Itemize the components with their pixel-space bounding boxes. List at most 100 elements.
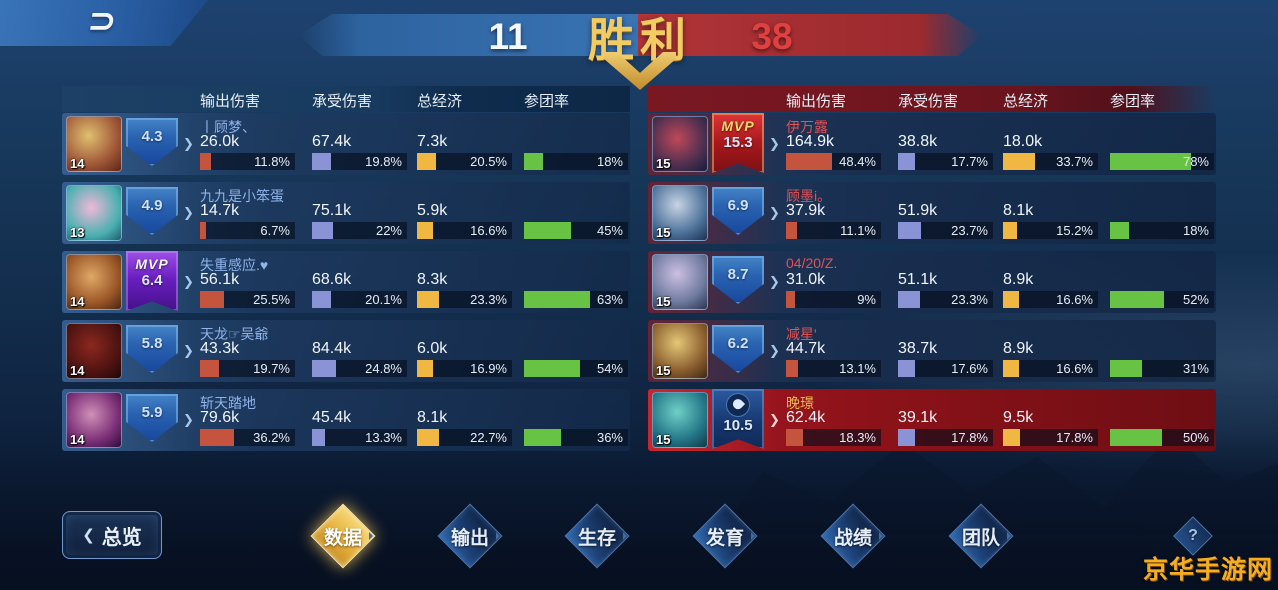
player-name: 斩天踏地 — [200, 395, 256, 411]
participation-percent: 18% — [1182, 223, 1209, 238]
damage-dealt-value: 43.3k — [200, 340, 240, 357]
bar-fill — [312, 291, 332, 308]
total-gold-bar: 20.5% — [417, 153, 512, 170]
bar-fill — [417, 429, 439, 446]
rating-value: 5.8 — [141, 334, 163, 352]
expand-arrow-icon[interactable]: ❯ — [183, 136, 194, 151]
player-level: 15 — [656, 363, 671, 378]
rating-badge: MVP 4.3 — [126, 118, 178, 166]
bar-fill — [1003, 360, 1019, 377]
rating-badge: MVP 5.8 — [126, 325, 178, 373]
tab-team[interactable]: 团队 — [945, 500, 1017, 572]
total-gold-bar: 22.7% — [417, 429, 512, 446]
player-row[interactable]: 14 MVP 5.8 ❯ 天龙☞吴爺 43.3k 19.7% 84.4k 24.… — [62, 320, 630, 382]
total-gold-bar: 17.8% — [1003, 429, 1098, 446]
damage-taken-value: 51.9k — [898, 202, 938, 219]
damage-dealt-bar: 11.8% — [200, 153, 295, 170]
bar-fill — [786, 153, 832, 170]
player-name: 丨顾梦、 — [200, 119, 256, 135]
player-level: 15 — [656, 294, 671, 309]
column-participation: 参团率 — [524, 93, 570, 110]
expand-arrow-icon[interactable]: ❯ — [183, 274, 194, 289]
player-row[interactable]: 15 MVP 6.9 ❯ 顾墨i。 37.9k 11.1% 51.9k 23.7… — [648, 182, 1216, 244]
bar-fill — [312, 429, 325, 446]
damage-taken-value: 84.4k — [312, 340, 352, 357]
hero-avatar: 15 — [652, 323, 708, 379]
player-row[interactable]: 13 MVP 4.9 ❯ 九九是小笨蛋 14.7k 6.7% 75.1k 22% — [62, 182, 630, 244]
hero-avatar: 15 — [652, 392, 708, 448]
expand-arrow-icon[interactable]: ❯ — [769, 205, 780, 220]
damage-taken-bar: 17.6% — [898, 360, 993, 377]
rating-value: 5.9 — [141, 403, 163, 421]
player-row[interactable]: 14 MVP 5.9 ❯ 斩天踏地 79.6k 36.2% 45.4k 13.3… — [62, 389, 630, 451]
damage-dealt-value: 62.4k — [786, 409, 826, 426]
damage-taken-value: 68.6k — [312, 271, 352, 288]
damage-taken-bar: 23.3% — [898, 291, 993, 308]
expand-arrow-icon[interactable]: ❯ — [769, 274, 780, 289]
damage-dealt-value: 164.9k — [786, 133, 835, 150]
player-level: 15 — [656, 156, 671, 171]
logo-glyph: ⊃ — [85, 2, 120, 40]
total-gold-percent: 20.5% — [470, 154, 507, 169]
expand-arrow-icon[interactable]: ❯ — [769, 412, 780, 427]
hero-avatar: 14 — [66, 392, 122, 448]
expand-arrow-icon[interactable]: ❯ — [183, 343, 194, 358]
player-name: 伊万露 — [786, 119, 828, 135]
expand-arrow-icon[interactable]: ❯ — [183, 412, 194, 427]
player-level: 15 — [656, 432, 671, 447]
flame-icon — [727, 394, 749, 416]
bar-fill — [898, 429, 915, 446]
participation-bar: 36% — [524, 429, 628, 446]
mvp-label: MVP — [135, 256, 169, 272]
participation-percent: 52% — [1182, 292, 1209, 307]
player-row[interactable]: 15 MVP 8.7 ❯ 04/20/Z. 31.0k 9% 51.1k 23.… — [648, 251, 1216, 313]
total-gold-percent: 16.6% — [470, 223, 507, 238]
participation-bar: 78% — [1110, 153, 1214, 170]
bar-fill — [312, 360, 336, 377]
player-row[interactable]: 15 MVP 6.2 ❯ 减星' 44.7k 13.1% 38.7k 17.6% — [648, 320, 1216, 382]
player-stats: 伊万露 164.9k 48.4% 38.8k 17.7% 18.0k — [786, 113, 1214, 175]
damage-dealt-value: 31.0k — [786, 271, 826, 288]
total-gold-bar: 16.6% — [1003, 291, 1098, 308]
expand-arrow-icon[interactable]: ❯ — [769, 343, 780, 358]
player-row[interactable]: 15 MVP 15.3 ❯ 伊万露 164.9k 48.4% 38.8k 17.… — [648, 113, 1216, 175]
player-row[interactable]: 15 MVP 10.5 ❯ 晚璟 62.4k 18.3% 39.1k 17.8% — [648, 389, 1216, 451]
rating-value: 6.4 — [141, 272, 163, 289]
damage-dealt-percent: 9% — [857, 292, 876, 307]
total-gold-percent: 16.6% — [1056, 361, 1093, 376]
expand-arrow-icon[interactable]: ❯ — [769, 136, 780, 151]
victory-title: 胜利 — [588, 14, 692, 66]
player-row[interactable]: 14 MVP 6.4 ❯ 失重感应.♥ 56.1k 25.5% 68.6k 20… — [62, 251, 630, 313]
total-gold-bar: 15.2% — [1003, 222, 1098, 239]
tab-record[interactable]: 战绩 — [817, 500, 889, 572]
damage-dealt-value: 14.7k — [200, 202, 240, 219]
expand-arrow-icon[interactable]: ❯ — [183, 205, 194, 220]
participation-bar: 54% — [524, 360, 628, 377]
rating-value: 10.5 — [723, 417, 753, 434]
participation-bar: 18% — [524, 153, 628, 170]
player-level: 13 — [70, 225, 85, 240]
overview-back-button[interactable]: ❮ 总览 — [62, 511, 162, 559]
participation-bar: 50% — [1110, 429, 1214, 446]
tab-data[interactable]: 数据 — [307, 500, 379, 572]
player-row[interactable]: 14 MVP 4.3 ❯ 丨顾梦、 26.0k 11.8% 67.4k 19.8… — [62, 113, 630, 175]
tab-label: 战绩 — [833, 527, 872, 549]
tab-output[interactable]: 输出 — [434, 500, 506, 572]
rating-badge: MVP 4.9 — [126, 187, 178, 235]
damage-dealt-value: 26.0k — [200, 133, 240, 150]
help-button[interactable]: ? — [1171, 514, 1215, 558]
participation-percent: 31% — [1182, 361, 1209, 376]
bar-fill — [312, 222, 333, 239]
damage-taken-percent: 23.3% — [951, 292, 988, 307]
tab-survival[interactable]: 生存 — [561, 500, 633, 572]
damage-taken-bar: 22% — [312, 222, 407, 239]
total-gold-value: 8.9k — [1003, 271, 1034, 288]
damage-taken-percent: 20.1% — [365, 292, 402, 307]
rating-badge: MVP 6.4 — [126, 251, 178, 311]
participation-percent: 50% — [1182, 430, 1209, 445]
damage-taken-value: 67.4k — [312, 133, 352, 150]
damage-taken-bar: 17.7% — [898, 153, 993, 170]
damage-dealt-bar: 36.2% — [200, 429, 295, 446]
total-gold-value: 8.1k — [417, 409, 448, 426]
tab-growth[interactable]: 发育 — [689, 500, 761, 572]
